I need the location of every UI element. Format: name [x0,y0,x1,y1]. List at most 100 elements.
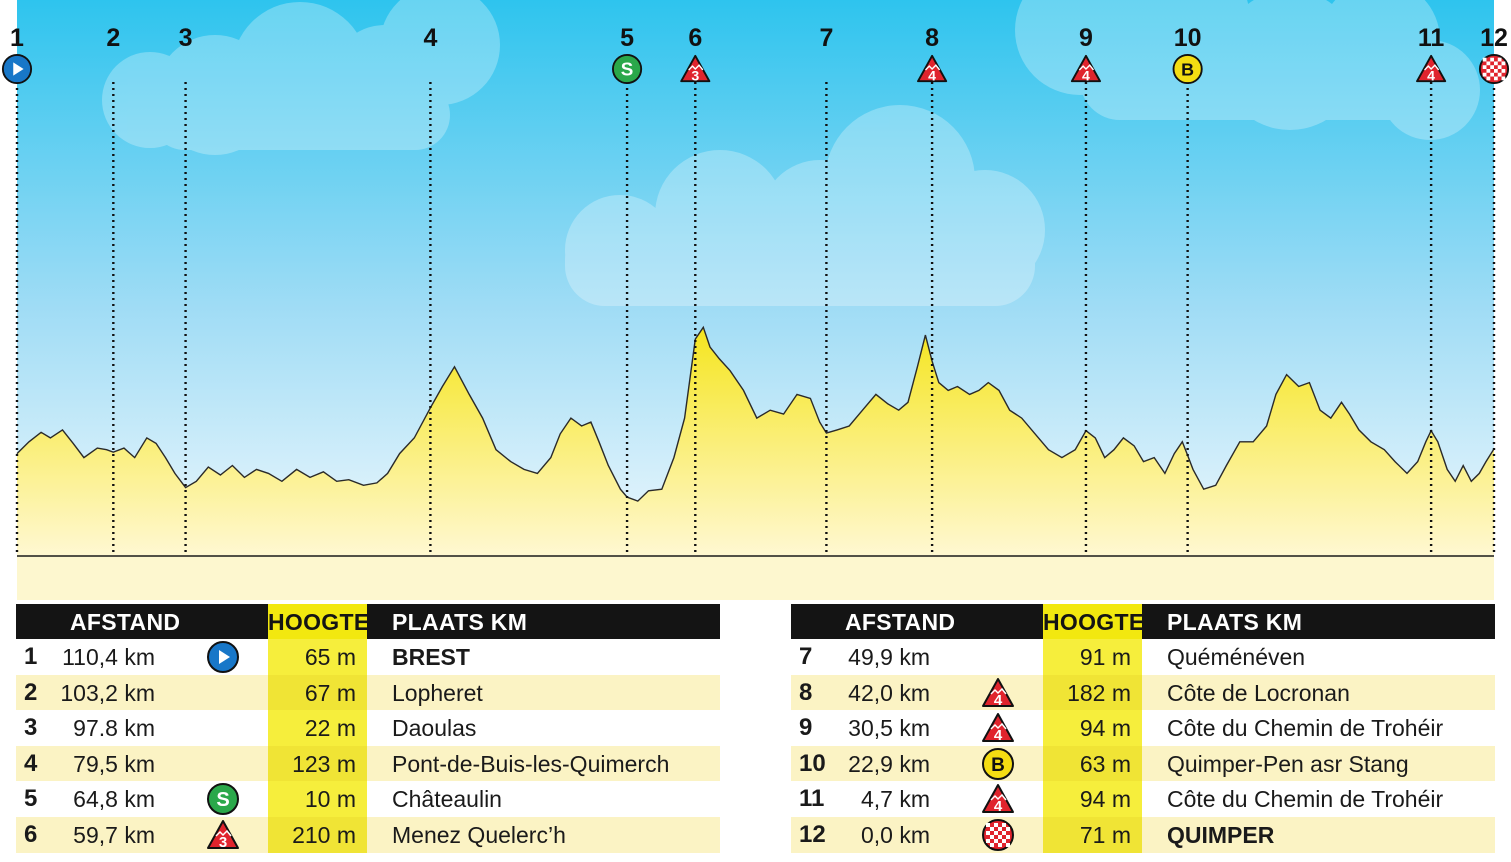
svg-text:3: 3 [219,834,227,851]
point-number: 4 [24,749,38,777]
marker-number: 6 [688,24,702,52]
stage-profile-chart: 1 2 3 4 5 S 6 3 7 8 4 9 4 10 B 11 4 12 [0,0,1511,600]
plaats-cell: BREST [392,644,470,670]
hoogte-cell-bg [1043,745,1142,782]
afstand-cell: 59,7 km [73,821,155,848]
hoogte-cell-bg [268,745,367,782]
afstand-cell: 64,8 km [73,786,155,813]
svg-text:4: 4 [994,798,1003,815]
hoogte-cell-bg [268,639,367,675]
point-number: 7 [799,643,813,670]
afstand-cell: 0,0 km [860,821,930,848]
hoogte-cell-bg [1043,639,1142,675]
table-row: 2 103,2 km 67 m Lopheret [16,674,720,711]
hoogte-cell-bg [268,816,367,853]
hoogte-cell-bg [1043,781,1142,817]
plaats-cell: Menez Quelerc’h [392,821,566,848]
marker-number: 5 [620,24,634,52]
afstand-cell: 4,7 km [860,786,930,813]
header-afstand: AFSTAND [845,609,956,635]
row-icon [206,640,240,674]
header-plaats: PLAATS KM [392,609,528,635]
marker-number: 7 [819,24,833,52]
svg-text:4: 4 [1427,67,1435,83]
plaats-cell: Côte du Chemin de Trohéir [1167,786,1444,813]
bonus-sprint-icon: B [1172,53,1203,85]
hoogte-cell: 94 m [1079,786,1131,813]
climb-cat4-icon: 4 [917,54,948,83]
row-icon: 3 [206,818,240,852]
elevation-area [17,327,1494,556]
point-number: 2 [24,678,38,706]
table-row: 10 22,9 km 63 m Quimper-Pen asr Stang B [791,745,1495,782]
header-afstand: AFSTAND [70,609,181,635]
marker-number: 2 [106,24,120,52]
marker-number: 12 [1480,24,1508,52]
afstand-cell: 103,2 km [60,679,155,706]
hoogte-cell: 123 m [292,750,356,777]
svg-text:S: S [621,59,634,80]
hoogte-cell: 210 m [292,821,356,848]
bonus-sprint-icon: B [982,747,1014,780]
table-row: 1 110,4 km 65 m BREST [16,639,720,675]
afstand-cell: 42,0 km [848,679,930,706]
svg-text:4: 4 [994,692,1003,709]
row-icon: B [981,747,1015,781]
hoogte-cell-bg [268,781,367,817]
svg-text:S: S [216,789,229,811]
hoogte-cell: 182 m [1067,679,1131,706]
climb-cat3-icon: 3 [207,819,239,851]
table-row: 12 0,0 km 71 m QUIMPER [791,816,1495,853]
table-row: 7 49,9 km 91 m Quéménéven [791,639,1495,675]
plaats-cell: Pont-de-Buis-les-Quimerch [392,750,670,777]
table-header: AFSTAND HOOGTE PLAATS KM [16,604,720,639]
table-header: AFSTAND HOOGTE PLAATS KM [791,604,1495,639]
start-icon [207,641,239,673]
afstand-cell: 79,5 km [73,750,155,777]
climb-cat4-icon: 4 [982,713,1014,744]
svg-text:4: 4 [928,67,936,83]
finish-flag-icon [982,818,1014,851]
finish-flag-icon [1478,53,1510,85]
row-icon: 4 [981,711,1015,745]
afstand-cell: 49,9 km [848,644,930,670]
point-number: 11 [799,785,825,813]
plaats-cell: Daoulas [392,715,477,742]
marker-number: 11 [1418,24,1445,52]
afstand-cell: 22,9 km [848,750,930,777]
svg-text:4: 4 [994,727,1003,744]
marker-number: 9 [1079,24,1093,52]
table-row: 6 59,7 km 210 m Menez Quelerc’h 3 [16,816,720,853]
row-icon: 4 [981,782,1015,816]
table-row: 5 64,8 km 10 m Châteaulin S [16,781,720,817]
marker-number: 10 [1174,24,1202,52]
svg-text:3: 3 [691,67,699,83]
table-row: 3 97.8 km 22 m Daoulas [16,710,720,746]
hoogte-cell: 65 m [304,644,356,670]
afstand-cell: 30,5 km [848,715,930,742]
header-hoogte: HOOGTE [268,604,369,639]
afstand-cell: 97.8 km [73,715,155,742]
climb-cat3-icon: 3 [680,54,711,83]
table-row: 11 4,7 km 94 m Côte du Chemin de Trohéir… [791,781,1495,817]
hoogte-cell-bg [1043,816,1142,853]
row-icon: S [206,782,240,816]
point-number: 9 [799,714,813,742]
marker-number: 3 [179,24,193,52]
elevation-line [16,325,1495,502]
hoogte-cell: 91 m [1079,644,1131,670]
hoogte-cell: 94 m [1079,715,1131,742]
point-number: 10 [799,749,826,777]
hoogte-cell-bg [1043,710,1142,746]
points-table-right: AFSTAND HOOGTE PLAATS KM 7 49,9 km 91 m … [791,604,1495,853]
marker-number: 8 [925,24,939,52]
sprint-icon: S [207,783,239,816]
hoogte-cell: 10 m [304,786,356,813]
table-row: 9 30,5 km 94 m Côte du Chemin de Trohéir… [791,710,1495,746]
clouds [102,0,1480,306]
climb-cat4-icon: 4 [982,677,1014,709]
header-plaats: PLAATS KM [1167,609,1303,635]
plaats-cell: Quéménéven [1167,644,1306,670]
afstand-cell: 110,4 km [62,644,155,670]
point-number: 6 [24,820,38,848]
